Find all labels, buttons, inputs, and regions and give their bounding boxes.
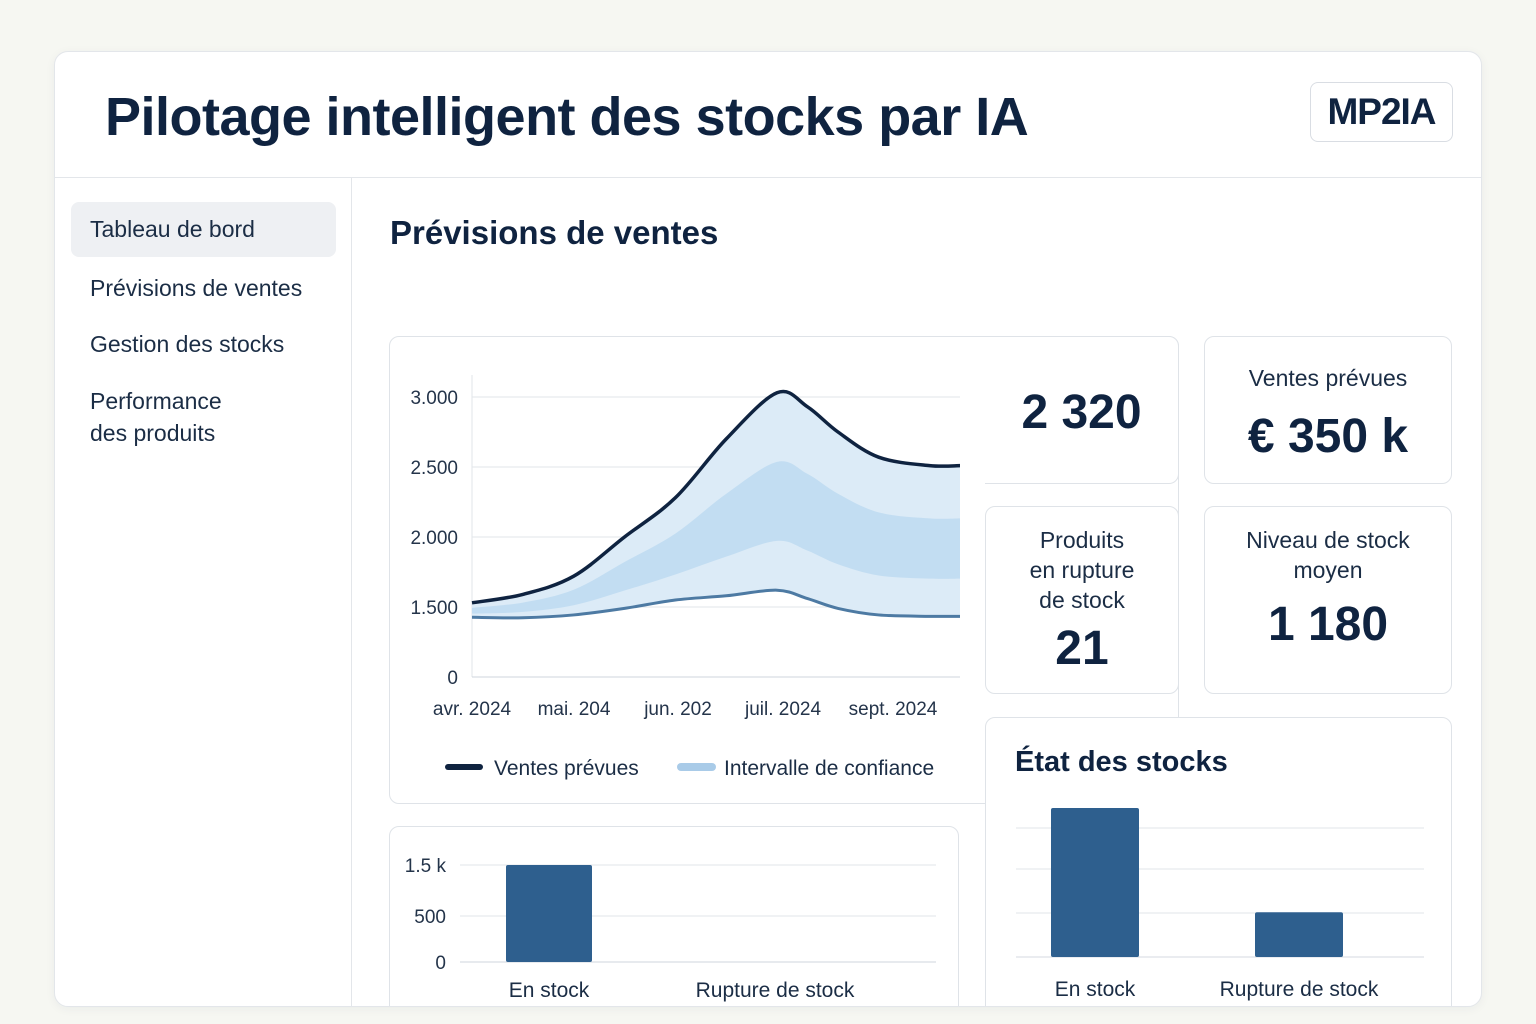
- main-content: Prévisions de ventes 3.000 2.500 2.000 1.50…: [352, 178, 1481, 1006]
- kpi-ventes-value: € 350 k: [1247, 410, 1409, 463]
- bar: [506, 865, 592, 962]
- sidebar: Tableau de bord Prévisions de ventes Ges…: [55, 178, 352, 1006]
- y-tick-label: 3.000: [410, 388, 458, 409]
- sidebar-item-label: Gestion des stocks: [90, 331, 285, 357]
- kpi-rupture-label-3: de stock: [1039, 587, 1125, 613]
- x-tick-label: avr. 2024: [433, 699, 512, 720]
- kpi-total-card: 2 320: [985, 336, 1179, 484]
- kpi-total-value: 2 320: [1021, 386, 1142, 439]
- forecast-line: [471, 389, 961, 605]
- sidebar-item-performance[interactable]: Performance des produits: [71, 385, 336, 449]
- x-category-label: Rupture de stock: [696, 979, 855, 1002]
- kpi-rupture-card: Produits en rupture de stock 21: [985, 506, 1179, 694]
- kpi-niveau-label-1: Niveau de stock: [1246, 527, 1410, 553]
- confidence-band-inner: [472, 461, 960, 614]
- kpi-ventes-label: Ventes prévues: [1248, 365, 1408, 391]
- sidebar-item-previsions[interactable]: Prévisions de ventes: [71, 272, 336, 304]
- x-category-label: Rupture de stock: [1220, 978, 1379, 1001]
- kpi-niveau-label-2: moyen: [1293, 557, 1363, 583]
- y-tick-label: 0: [447, 668, 458, 689]
- y-tick-label: 2.500: [410, 458, 458, 479]
- etat-stocks-chart: En stock Rupture de stock: [1016, 808, 1424, 1001]
- y-tick-label: 2.000: [410, 528, 458, 549]
- y-tick-label: 1.500: [410, 598, 458, 619]
- sidebar-item-label: Prévisions de ventes: [90, 275, 303, 301]
- x-category-label: En stock: [1055, 978, 1136, 1001]
- kpi-ventes-card: Ventes prévues € 350 k: [1204, 336, 1452, 484]
- kpi-niveau-value: 1 180: [1267, 598, 1389, 651]
- sidebar-item-tableau-de-bord[interactable]: Tableau de bord: [71, 202, 336, 257]
- confidence-lower-line: [471, 588, 961, 620]
- x-category-label: En stock: [509, 979, 590, 1002]
- sidebar-item-label-line2: des produits: [90, 420, 216, 446]
- kpi-rupture-value: 21: [1055, 622, 1109, 675]
- logo[interactable]: MP2IA: [1310, 82, 1453, 142]
- kpi-rupture-label-2: en rupture: [1029, 557, 1135, 583]
- y-tick-label: 0: [435, 953, 446, 974]
- stock-bar-chart-card: 1.5 k 500 0 En stock Rupture de stock: [389, 826, 959, 1006]
- kpi-niveau-card: Niveau de stock moyen 1 180: [1204, 506, 1452, 694]
- y-tick-label: 500: [414, 907, 446, 928]
- stock-bar-chart: 1.5 k 500 0 En stock Rupture de stock: [405, 856, 936, 1002]
- bar: [1255, 912, 1343, 957]
- x-tick-label: juil. 2024: [744, 699, 821, 720]
- etat-stocks-card: État des stocks En stock Rupture de stock: [985, 717, 1452, 1006]
- sidebar-item-label: Performance: [90, 388, 222, 414]
- x-tick-label: jun. 202: [643, 699, 712, 720]
- legend-label-confidence: Intervalle de confiance: [724, 757, 934, 780]
- section-title: Prévisions de ventes: [390, 214, 719, 251]
- legend-label-forecast: Ventes prévues: [494, 757, 639, 780]
- x-tick-label: sept. 2024: [849, 699, 938, 720]
- sidebar-item-label: Tableau de bord: [90, 216, 255, 242]
- kpi-rupture-label-1: Produits: [1039, 527, 1125, 553]
- sidebar-item-stocks[interactable]: Gestion des stocks: [71, 328, 336, 360]
- forecast-chart: 3.000 2.500 2.000 1.500 0 avr. 2024 mai. 204 ju…: [410, 375, 961, 780]
- app-title: Pilotage intelligent des stocks par IA: [105, 87, 1029, 147]
- header: Pilotage intelligent des stocks par IA M…: [55, 52, 1481, 178]
- x-tick-label: mai. 204: [538, 699, 611, 720]
- bar: [1051, 808, 1139, 957]
- y-tick-label: 1.5 k: [405, 856, 447, 877]
- app-window: Pilotage intelligent des stocks par IA M…: [54, 51, 1482, 1007]
- etat-stocks-title: État des stocks: [1015, 746, 1228, 778]
